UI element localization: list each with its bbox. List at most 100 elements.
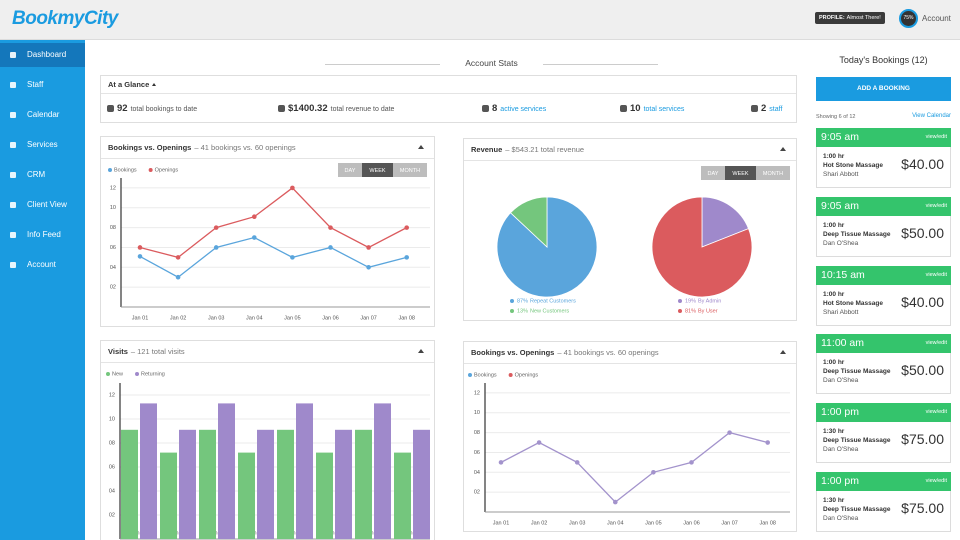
stat-icon [107,105,114,112]
booking-header: 1:00 pm view/edit [816,403,951,423]
profile-badge[interactable]: PROFILE: Almost There! [815,12,885,24]
nav-item[interactable]: Info Feed [0,223,85,247]
panel-subtitle: – $543.21 total revenue [505,145,585,154]
divider [325,64,440,65]
panel-header[interactable]: Visits – 121 total visits [101,341,434,363]
booking-duration: 1:00 hr [823,290,845,298]
nav-label: CRM [27,170,46,179]
stat: 2 staff [751,103,782,114]
section-title: Account Stats [465,58,518,68]
view-calendar-link[interactable]: View Calendar [912,113,951,119]
panel-header[interactable]: At a Glance [101,76,796,94]
booking-duration: 1:00 hr [823,359,845,367]
stat-value: $1400.32 [288,103,328,114]
booking-service: Deep Tissue Massage [823,230,891,238]
caret [780,147,786,151]
booking-time: 9:05 am [821,199,859,212]
nav-item[interactable]: Staff [0,73,85,97]
profile-percent[interactable]: 75% [899,9,918,28]
nav-item[interactable]: Account [0,253,85,277]
nav-icon [10,52,16,58]
bookings-title: Today's Bookings (12) [839,55,928,65]
booking-price: $50.00 [901,224,944,241]
panel-subtitle: – 41 bookings vs. 60 openings [194,143,296,152]
stat-label[interactable]: staff [769,106,783,113]
panel-subtitle: – 41 bookings vs. 60 openings [557,348,659,357]
stat-value: 8 [492,103,498,114]
booking-service: Hot Stone Massage [823,162,883,169]
caret [780,350,786,354]
booking-duration: 1:00 hr [823,153,845,160]
stat-icon [620,105,627,112]
booking-client: Dan O'Shea [823,239,859,247]
booking-card: 9:05 am view/edit 1:00 hr Deep Tissue Massa… [816,196,951,257]
booking-price: $50.00 [901,362,944,379]
panel-header[interactable]: Bookings vs. Openings – 41 bookings vs. 6… [464,342,796,364]
panel-title: Revenue [471,145,503,154]
stat-label[interactable]: active services [500,106,547,113]
booking-client: Shari Abbott [823,171,859,178]
booking-service: Deep Tissue Massage [823,437,891,445]
panel-subtitle: – 121 total visits [130,347,185,356]
nav-label: Services [27,140,58,149]
nav-label: Info Feed [27,230,61,239]
nav-icon [10,172,16,178]
booking-header: 9:05 am view/edit [816,196,951,216]
nav-item[interactable]: Client View [0,193,85,217]
stat-icon [751,105,758,112]
stat: 92 total bookings to date [107,103,197,114]
edit-link[interactable]: view/edit [925,202,947,209]
booking-client: Dan O'Shea [823,377,859,385]
stat-label: total revenue to date [330,106,395,113]
booking-price: $75.00 [901,431,944,448]
account-link[interactable]: Account [922,14,951,23]
booking-card: 1:00 pm view/edit 1:30 hr Deep Tissue Massa… [816,403,951,464]
booking-price: $40.00 [901,156,944,172]
nav-icon [10,262,16,268]
booking-client: Shari Abbott [823,308,859,316]
panel-title: Bookings vs. Openings [108,143,192,152]
booking-time: 11:00 am [821,337,864,350]
booking-client: Dan O'Shea [823,515,859,522]
booking-client: Dan O'Shea [823,446,859,454]
add-booking-button[interactable]: ADD A BOOKING [816,77,951,101]
nav-icon [10,202,16,208]
edit-link[interactable]: view/edit [925,271,947,278]
nav-icon [10,112,16,118]
nav-item[interactable]: Services [0,133,85,157]
booking-price: $40.00 [901,293,944,310]
booking-header: 9:05 am view/edit [816,128,951,147]
profile-status: Almost There! [846,15,881,21]
nav-item[interactable]: CRM [0,163,85,187]
booking-card: 11:00 am view/edit 1:00 hr Deep Tissue Mass… [816,334,951,395]
edit-link[interactable]: view/edit [925,409,947,416]
logo[interactable]: BookmyCity [12,8,118,29]
booking-time: 1:00 pm [821,475,859,487]
glance-panel: At a Glance 92 total bookings to date $140… [100,75,797,123]
edit-link[interactable]: view/edit [925,340,947,347]
booking-card: 1:00 pm view/edit 1:30 hr Deep Tissue Massa… [816,472,951,532]
chart-panel: Bookings vs. Openings – 41 bookings vs. 6… [100,136,435,327]
booking-time: 1:00 pm [821,406,859,419]
chart-panel: Visits – 121 total visits [100,340,435,540]
panel-title: Visits [108,347,128,356]
booking-header: 10:15 am view/edit [816,265,951,285]
booking-duration: 1:00 hr [823,221,845,229]
nav-label: Account [27,260,56,269]
caret [418,349,424,353]
divider [543,64,658,65]
booking-header: 11:00 am view/edit [816,334,951,354]
panel-header[interactable]: Revenue – $543.21 total revenue [464,139,796,161]
stat: $1400.32 total revenue to date [278,103,394,114]
nav-label: Calendar [27,110,60,119]
stat-label[interactable]: total services [643,106,685,113]
chart-panel: Bookings vs. Openings – 41 bookings vs. 6… [463,341,797,532]
booking-duration: 1:30 hr [823,497,845,504]
nav-item[interactable]: Calendar [0,103,85,127]
panel-header[interactable]: Bookings vs. Openings – 41 bookings vs. 6… [101,137,434,159]
edit-link[interactable]: view/edit [925,134,947,140]
stat-value: 92 [117,103,128,114]
top-bar: BookmyCity PROFILE: Almost There! 75% Acc… [0,0,960,40]
edit-link[interactable]: view/edit [925,478,947,484]
nav-item[interactable]: Dashboard [0,43,85,67]
